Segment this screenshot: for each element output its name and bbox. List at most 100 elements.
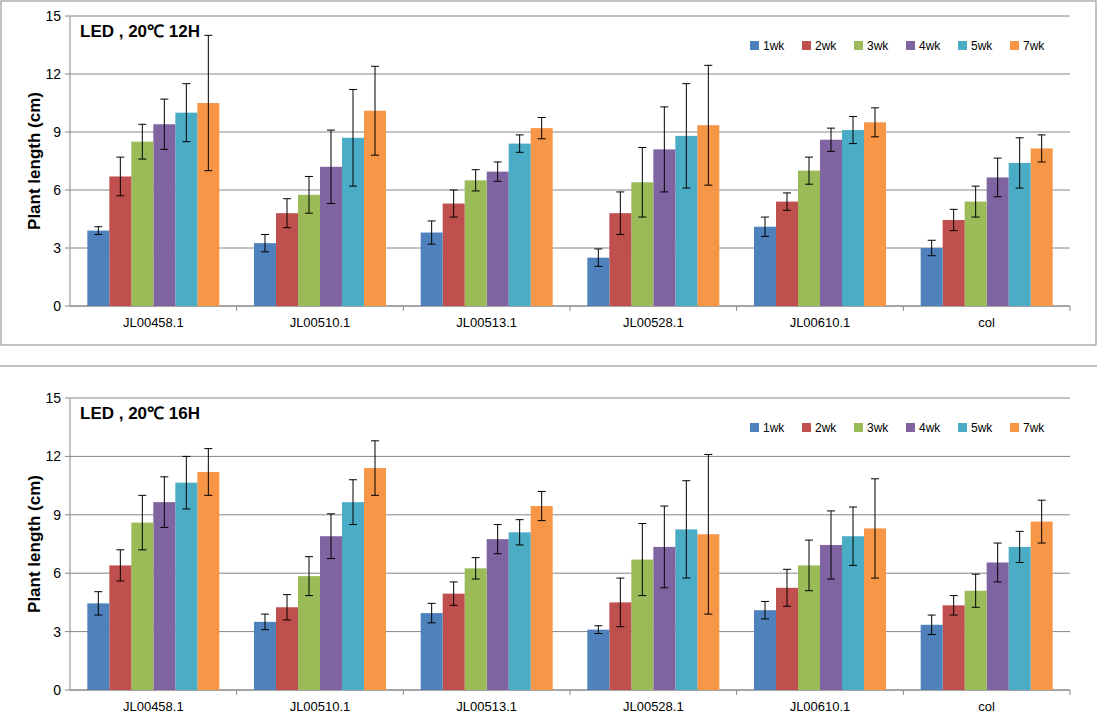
bar — [987, 562, 1009, 690]
legend-label: 7wk — [1023, 421, 1045, 435]
error-cap — [494, 161, 502, 162]
error-cap — [516, 519, 524, 520]
tick-label: 12 — [45, 448, 61, 464]
error-line — [787, 569, 788, 606]
error-cap — [805, 590, 813, 591]
error-line — [765, 217, 766, 236]
error-line — [120, 550, 121, 581]
error-bar — [1016, 531, 1024, 562]
error-cap — [761, 601, 769, 602]
error-bar — [761, 601, 769, 619]
error-cap — [682, 578, 690, 579]
error-cap — [428, 622, 436, 623]
error-line — [331, 514, 332, 559]
error-cap — [928, 615, 936, 616]
error-bar — [638, 147, 646, 217]
error-bar — [94, 592, 102, 615]
error-line — [309, 176, 310, 213]
error-bar — [871, 479, 879, 578]
bar — [864, 122, 886, 306]
error-cap — [160, 476, 168, 477]
error-cap — [950, 209, 958, 210]
error-cap — [494, 524, 502, 525]
error-cap — [928, 240, 936, 241]
category-label: col — [978, 699, 995, 714]
bar — [465, 180, 487, 306]
error-cap — [182, 141, 190, 142]
error-cap — [783, 192, 791, 193]
category-label: JL00610.1 — [790, 315, 851, 330]
legend-swatch — [958, 41, 967, 50]
error-bar — [472, 558, 480, 579]
bar — [342, 502, 364, 690]
error-bar — [950, 596, 958, 615]
error-bar — [972, 574, 980, 607]
tick-mark — [65, 456, 70, 457]
error-cap — [371, 440, 379, 441]
error-cap — [594, 266, 602, 267]
bar — [943, 220, 965, 306]
error-bar — [783, 193, 791, 210]
error-bar — [538, 118, 546, 139]
bar — [531, 128, 553, 306]
error-cap — [283, 594, 291, 595]
error-line — [541, 118, 542, 139]
bar — [320, 536, 342, 690]
error-cap — [660, 506, 668, 507]
error-bar — [94, 227, 102, 235]
error-line — [497, 525, 498, 554]
bar — [153, 124, 175, 306]
legend-swatch — [750, 41, 759, 50]
legend-label: 4wk — [919, 421, 941, 435]
error-bar — [594, 249, 602, 266]
legend-swatch — [854, 41, 863, 50]
legend-label: 5wk — [971, 39, 993, 53]
error-bar — [928, 615, 936, 634]
error-line — [853, 507, 854, 565]
error-cap — [204, 448, 212, 449]
error-line — [1041, 500, 1042, 543]
grid-line — [70, 514, 1070, 515]
bar — [842, 130, 864, 306]
error-cap — [138, 495, 146, 496]
category-label: JL00513.1 — [456, 315, 517, 330]
error-line — [98, 592, 99, 615]
bar — [798, 171, 820, 306]
error-cap — [1016, 562, 1024, 563]
legend-label: 1wk — [763, 421, 785, 435]
category-tick — [236, 306, 237, 311]
error-cap — [494, 553, 502, 554]
tick-label: 15 — [45, 8, 61, 24]
error-bar — [204, 35, 212, 170]
error-cap — [182, 508, 190, 509]
error-bar — [327, 130, 335, 203]
error-bar — [116, 157, 124, 196]
error-cap — [349, 89, 357, 90]
legend-swatch — [1010, 41, 1019, 50]
tick-mark — [65, 132, 70, 133]
error-line — [831, 128, 832, 151]
error-line — [453, 190, 454, 217]
error-line — [931, 240, 932, 255]
tick-mark — [65, 631, 70, 632]
bar — [943, 605, 965, 690]
error-line — [186, 84, 187, 142]
error-cap — [261, 629, 269, 630]
error-cap — [704, 65, 712, 66]
tick-label: 15 — [45, 390, 61, 406]
error-bar — [827, 511, 835, 579]
error-line — [431, 603, 432, 622]
tick-label: 3 — [53, 240, 61, 256]
error-bar — [494, 162, 502, 181]
error-bar — [327, 514, 335, 559]
error-line — [975, 186, 976, 217]
error-bar — [472, 170, 480, 191]
error-bar — [349, 89, 357, 186]
error-bar — [138, 495, 146, 550]
error-line — [475, 558, 476, 579]
bar — [421, 613, 443, 690]
tick-mark — [65, 306, 70, 307]
legend-swatch — [802, 423, 811, 432]
error-cap — [261, 614, 269, 615]
error-cap — [494, 181, 502, 182]
